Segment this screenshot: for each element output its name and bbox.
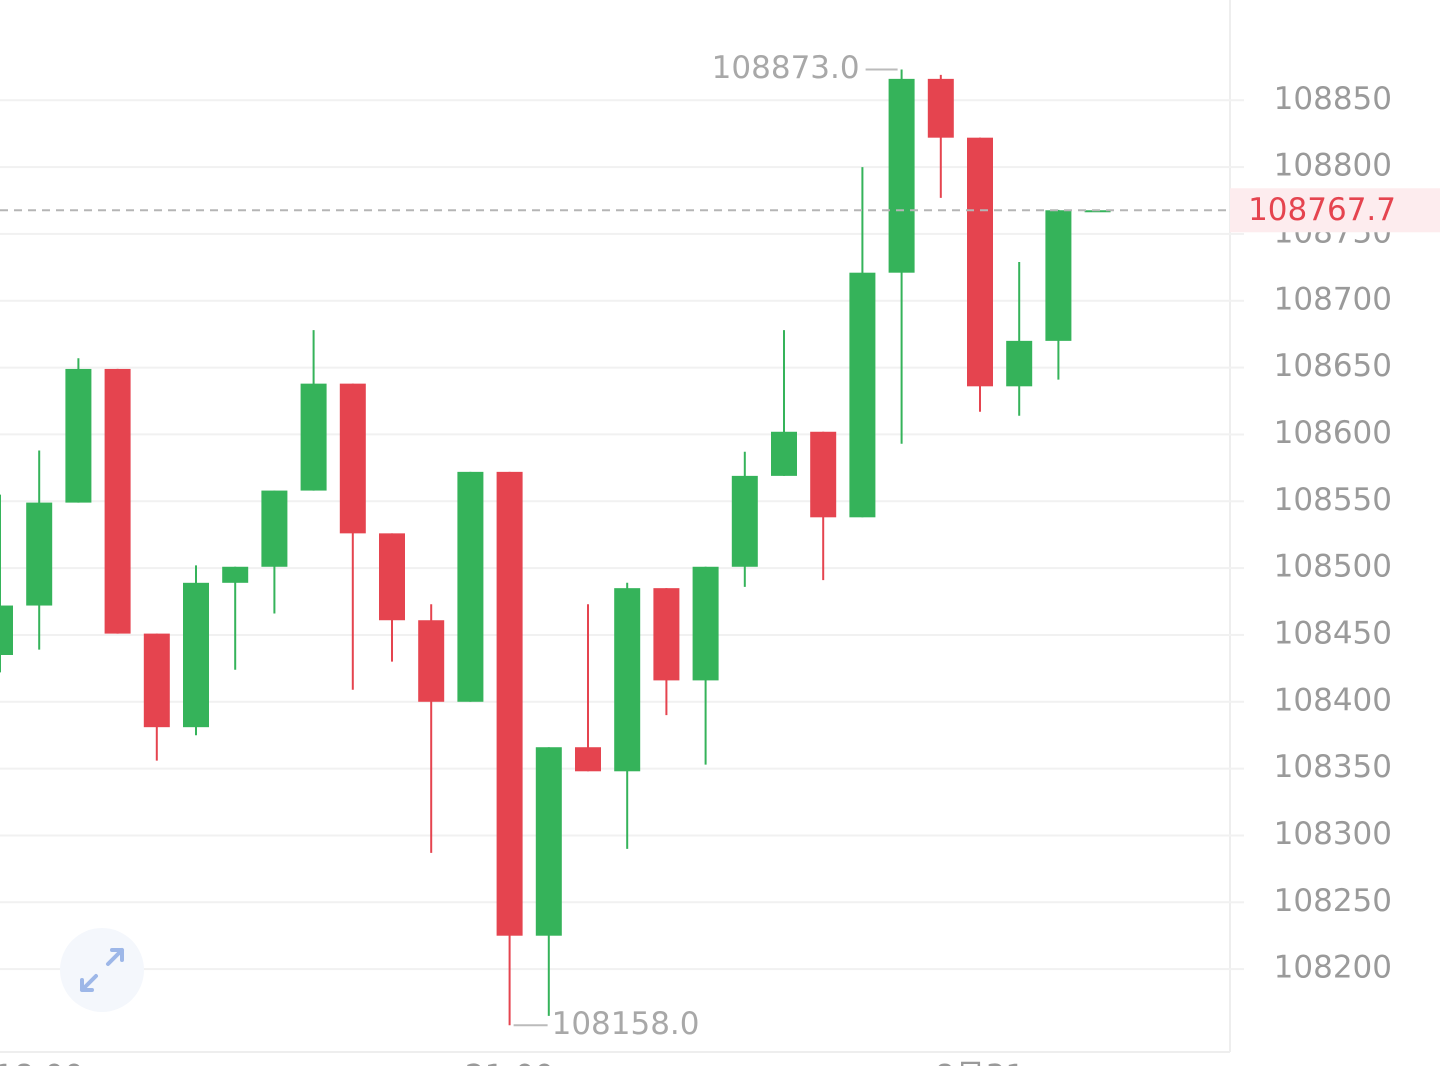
candle-body: [339, 383, 366, 534]
y-tick-label: 108500: [1274, 549, 1392, 585]
candle-body: [575, 747, 601, 772]
candle-body: [418, 620, 445, 702]
candle-body: [967, 137, 993, 387]
candle-body: [849, 272, 876, 518]
candle-body: [614, 588, 641, 772]
candle-body: [496, 471, 523, 936]
min-label: 108158.0: [552, 1006, 700, 1042]
candle-body: [0, 605, 13, 655]
y-tick-label: 108800: [1274, 148, 1392, 184]
candle-body: [26, 502, 53, 606]
candle-body: [771, 431, 797, 476]
candle-body: [927, 78, 954, 138]
candle-body: [692, 566, 719, 681]
candle-body: [379, 533, 405, 621]
x-tick-label: 21:00: [465, 1059, 554, 1066]
candle-body: [222, 566, 249, 583]
expand-icon: [80, 948, 124, 992]
candle-body: [535, 747, 562, 936]
x-tick-label: 18:00: [0, 1059, 84, 1066]
candle-body: [810, 431, 837, 518]
y-tick-label: 108350: [1274, 749, 1392, 785]
max-label: 108873.0: [712, 50, 860, 86]
expand-button[interactable]: [60, 928, 144, 1012]
y-tick-label: 108400: [1274, 682, 1392, 718]
y-tick-label: 108600: [1274, 415, 1392, 451]
expand-button-bg: [60, 928, 144, 1012]
last-price-box: [1230, 188, 1440, 233]
candle-body: [888, 78, 915, 273]
last-price-label: 108767.7: [1248, 192, 1396, 228]
candle-body: [457, 471, 484, 702]
candle-body: [104, 368, 131, 634]
candle-body: [261, 490, 288, 567]
y-tick-label: 108250: [1274, 883, 1392, 919]
y-tick-label: 108650: [1274, 348, 1392, 384]
x-tick-label: 8月31: [935, 1059, 1025, 1066]
y-tick-label: 108450: [1274, 615, 1392, 651]
candle-body: [1045, 210, 1072, 341]
candle-body: [143, 633, 170, 728]
candle-body: [65, 368, 92, 503]
candle-body: [300, 383, 327, 491]
candle-body: [653, 588, 680, 681]
y-tick-label: 108850: [1274, 81, 1392, 117]
y-tick-label: 108300: [1274, 816, 1392, 852]
y-tick-label: 108700: [1274, 281, 1392, 317]
y-tick-label: 108550: [1274, 482, 1392, 518]
candle-body: [1006, 340, 1033, 387]
y-tick-label: 108200: [1274, 950, 1392, 986]
candle-body: [731, 475, 758, 567]
candle-body: [183, 582, 209, 728]
